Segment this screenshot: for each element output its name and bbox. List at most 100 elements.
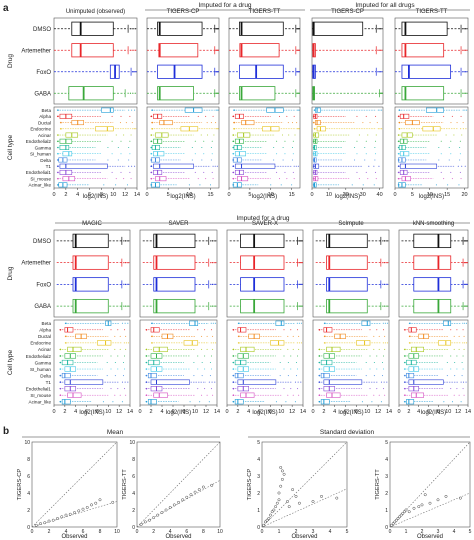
box-panel-1-xtick-label-0: 0	[145, 192, 148, 198]
scatter-panel-12-point-22	[320, 494, 323, 498]
box-panel-2-ct-outlier-7-2	[292, 153, 294, 155]
box-panel-5-drug-outlier-0-1	[124, 240, 127, 242]
box-panel-3-celltype-frame	[311, 106, 384, 189]
box-panel-7-ct-outlier-0-0	[296, 322, 298, 324]
celltype-label-3: Endocrine	[30, 127, 51, 132]
box-panel-2-xtick-label-3: 15	[289, 192, 295, 198]
ylabel-celltype-0: Cell type	[7, 134, 14, 160]
box-panel-7-ct-box-4	[240, 346, 255, 353]
box-panel-0-xtick-label-4: 8	[100, 192, 103, 198]
box-panel-8-ct-box-9	[323, 379, 363, 385]
box-panel-2-drug-outlier-0-3	[298, 28, 300, 30]
box-panel-9-ct-box-1	[408, 327, 417, 333]
box-panel-5-ct-outlier-2-0	[114, 335, 116, 337]
scatter-panel-10-point-15	[98, 498, 102, 502]
scatter-panel-11-xtick-label-4: 8	[202, 529, 205, 535]
box-panel-1-ct-outlier-6-0	[191, 147, 193, 148]
box-panel-7-ct-outlier-11-2	[298, 394, 300, 396]
box-panel-4-ct-box-1	[399, 113, 410, 119]
box-panel-0-drug-outlier-0-2	[133, 28, 135, 30]
box-panel-8-drug-box-2	[326, 277, 368, 292]
box-panel-0-ct-outlier-1-1	[120, 115, 122, 117]
box-panel-0-ct-outlier-11-0	[115, 178, 117, 180]
scatter-panel-13-point-18	[423, 493, 427, 497]
scatter-panel-10-xtick-label-5: 10	[114, 529, 120, 535]
box-panel-3-ct-outlier-0-0	[377, 109, 379, 111]
box-panel-7-ct-outlier-10-2	[297, 388, 299, 390]
box-panel-9-ct-low-2	[409, 335, 411, 338]
scatter-panel-11-point-2	[148, 518, 151, 522]
box-panel-2-ct-low-0	[233, 109, 235, 111]
box-panel-4-ct-low-5	[397, 140, 400, 143]
box-panel-0-drug-outlier-3-2	[132, 92, 134, 94]
box-panel-4-drug-outlier-0-0	[462, 28, 464, 30]
box-panel-2-ct-low-4	[232, 134, 235, 136]
box-panel-8-drug-outlier-2-0	[382, 283, 384, 285]
b-header-sd: Standard deviation	[320, 429, 375, 436]
box-panel-8-ct-outlier-4-0	[373, 348, 375, 350]
box-panel-7-xtick-label-3: 6	[258, 409, 261, 415]
celltype-label-1: Alpha	[39, 114, 51, 119]
box-panel-7-xtick-label-1: 2	[236, 409, 239, 415]
box-panel-9-ct-outlier-8-2	[461, 375, 463, 377]
box-panel-2-xtick-label-0: 0	[227, 192, 230, 198]
drug-label-3: GABA	[34, 304, 51, 310]
scatter-panel-12-fit-line	[261, 488, 348, 528]
box-panel-8-ct-outlier-11-2	[384, 394, 386, 396]
scatter-panel-11-point-8	[172, 503, 176, 507]
box-panel-5-ct-outlier-6-1	[114, 362, 116, 363]
box-panel-0-ct-outlier-7-0	[111, 153, 113, 155]
box-panel-7-drug-outlier-2-3	[301, 283, 303, 285]
box-panel-5-ct-box-9	[64, 379, 104, 385]
box-panel-2-ct-outlier-10-1	[284, 171, 286, 173]
box-panel-9-ct-box-3	[438, 340, 452, 346]
box-panel-5-ct-outlier-5-1	[117, 355, 119, 357]
box-panel-3-ct-low-6	[313, 146, 315, 149]
box-panel-6-ct-outlier-6-2	[209, 362, 211, 363]
box-panel-2-ct-low-12	[232, 184, 235, 186]
box-panel-7-ct-outlier-5-0	[283, 355, 285, 357]
box-panel-6-ct-box-8	[147, 372, 157, 379]
box-panel-2-ct-outlier-7-0	[276, 153, 278, 155]
box-panel-0-ct-outlier-6-1	[117, 147, 119, 148]
box-panel-1-ct-outlier-10-1	[203, 171, 205, 173]
box-panel-1-xtick-label-3: 15	[207, 192, 213, 198]
scatter-panel-13-point-7	[401, 511, 405, 515]
box-panel-8-drug-outlier-3-3	[387, 305, 389, 307]
scatter-panel-12-point-7	[274, 505, 278, 509]
box-panel-4-drug-outlier-1-1	[463, 49, 465, 51]
box-panel-7-ct-outlier-0-1	[298, 322, 300, 324]
box-panel-2-ct-outlier-11-0	[279, 178, 281, 180]
box-panel-2-ct-low-6	[232, 146, 235, 149]
box-panel-6-ct-outlier-0-0	[210, 322, 212, 324]
box-panel-5-drug-box-0	[72, 233, 109, 249]
box-panel-5-ct-outlier-11-0	[114, 394, 116, 396]
box-panel-7-ct-low-10	[232, 387, 235, 390]
scatter-panel-10-identity-line	[31, 441, 118, 528]
box-panel-6-ct-low-4	[145, 348, 148, 351]
box-panel-6-drug-frame	[139, 229, 218, 318]
box-panel-9-ct-outlier-3-2	[466, 342, 468, 344]
box-panel-7-ct-outlier-6-1	[287, 362, 289, 363]
scatter-panel-10-ytick-label-3: 6	[27, 474, 30, 480]
celltype-label-5: Endothelial2	[26, 139, 52, 144]
box-panel-4-ct-low-12	[397, 184, 400, 186]
box-panel-5-ct-low-9	[59, 381, 62, 383]
box-panel-0-ct-outlier-1-0	[111, 115, 113, 117]
box-panel-5-drug-outlier-1-0	[123, 262, 125, 264]
box-panel-9-drug-outlier-2-2	[465, 283, 467, 285]
scatter-panel-12-point-5	[270, 510, 274, 514]
scatter-panel-12-ytick-label-5: 5	[257, 440, 260, 446]
box-panel-8-ct-outlier-3-0	[382, 342, 384, 344]
box-panel-3-ct-outlier-2-0	[362, 122, 364, 124]
scatter-panel-11-point-0	[139, 523, 143, 526]
scatter-panel-13-ytick-label-0: 0	[385, 525, 388, 531]
box-panel-4-ct-outlier-7-1	[450, 153, 452, 155]
box-panel-8-ct-low-5	[318, 355, 321, 357]
box-panel-5-drug-box-2	[72, 277, 109, 292]
box-panel-0-ct-box-3	[95, 126, 114, 132]
box-panel-5-ct-low-0	[65, 322, 67, 325]
box-panel-5-ct-outlier-8-2	[122, 375, 124, 377]
box-panel-0-ct-box-0	[101, 107, 114, 113]
box-panel-4-ct-outlier-4-2	[461, 134, 463, 136]
